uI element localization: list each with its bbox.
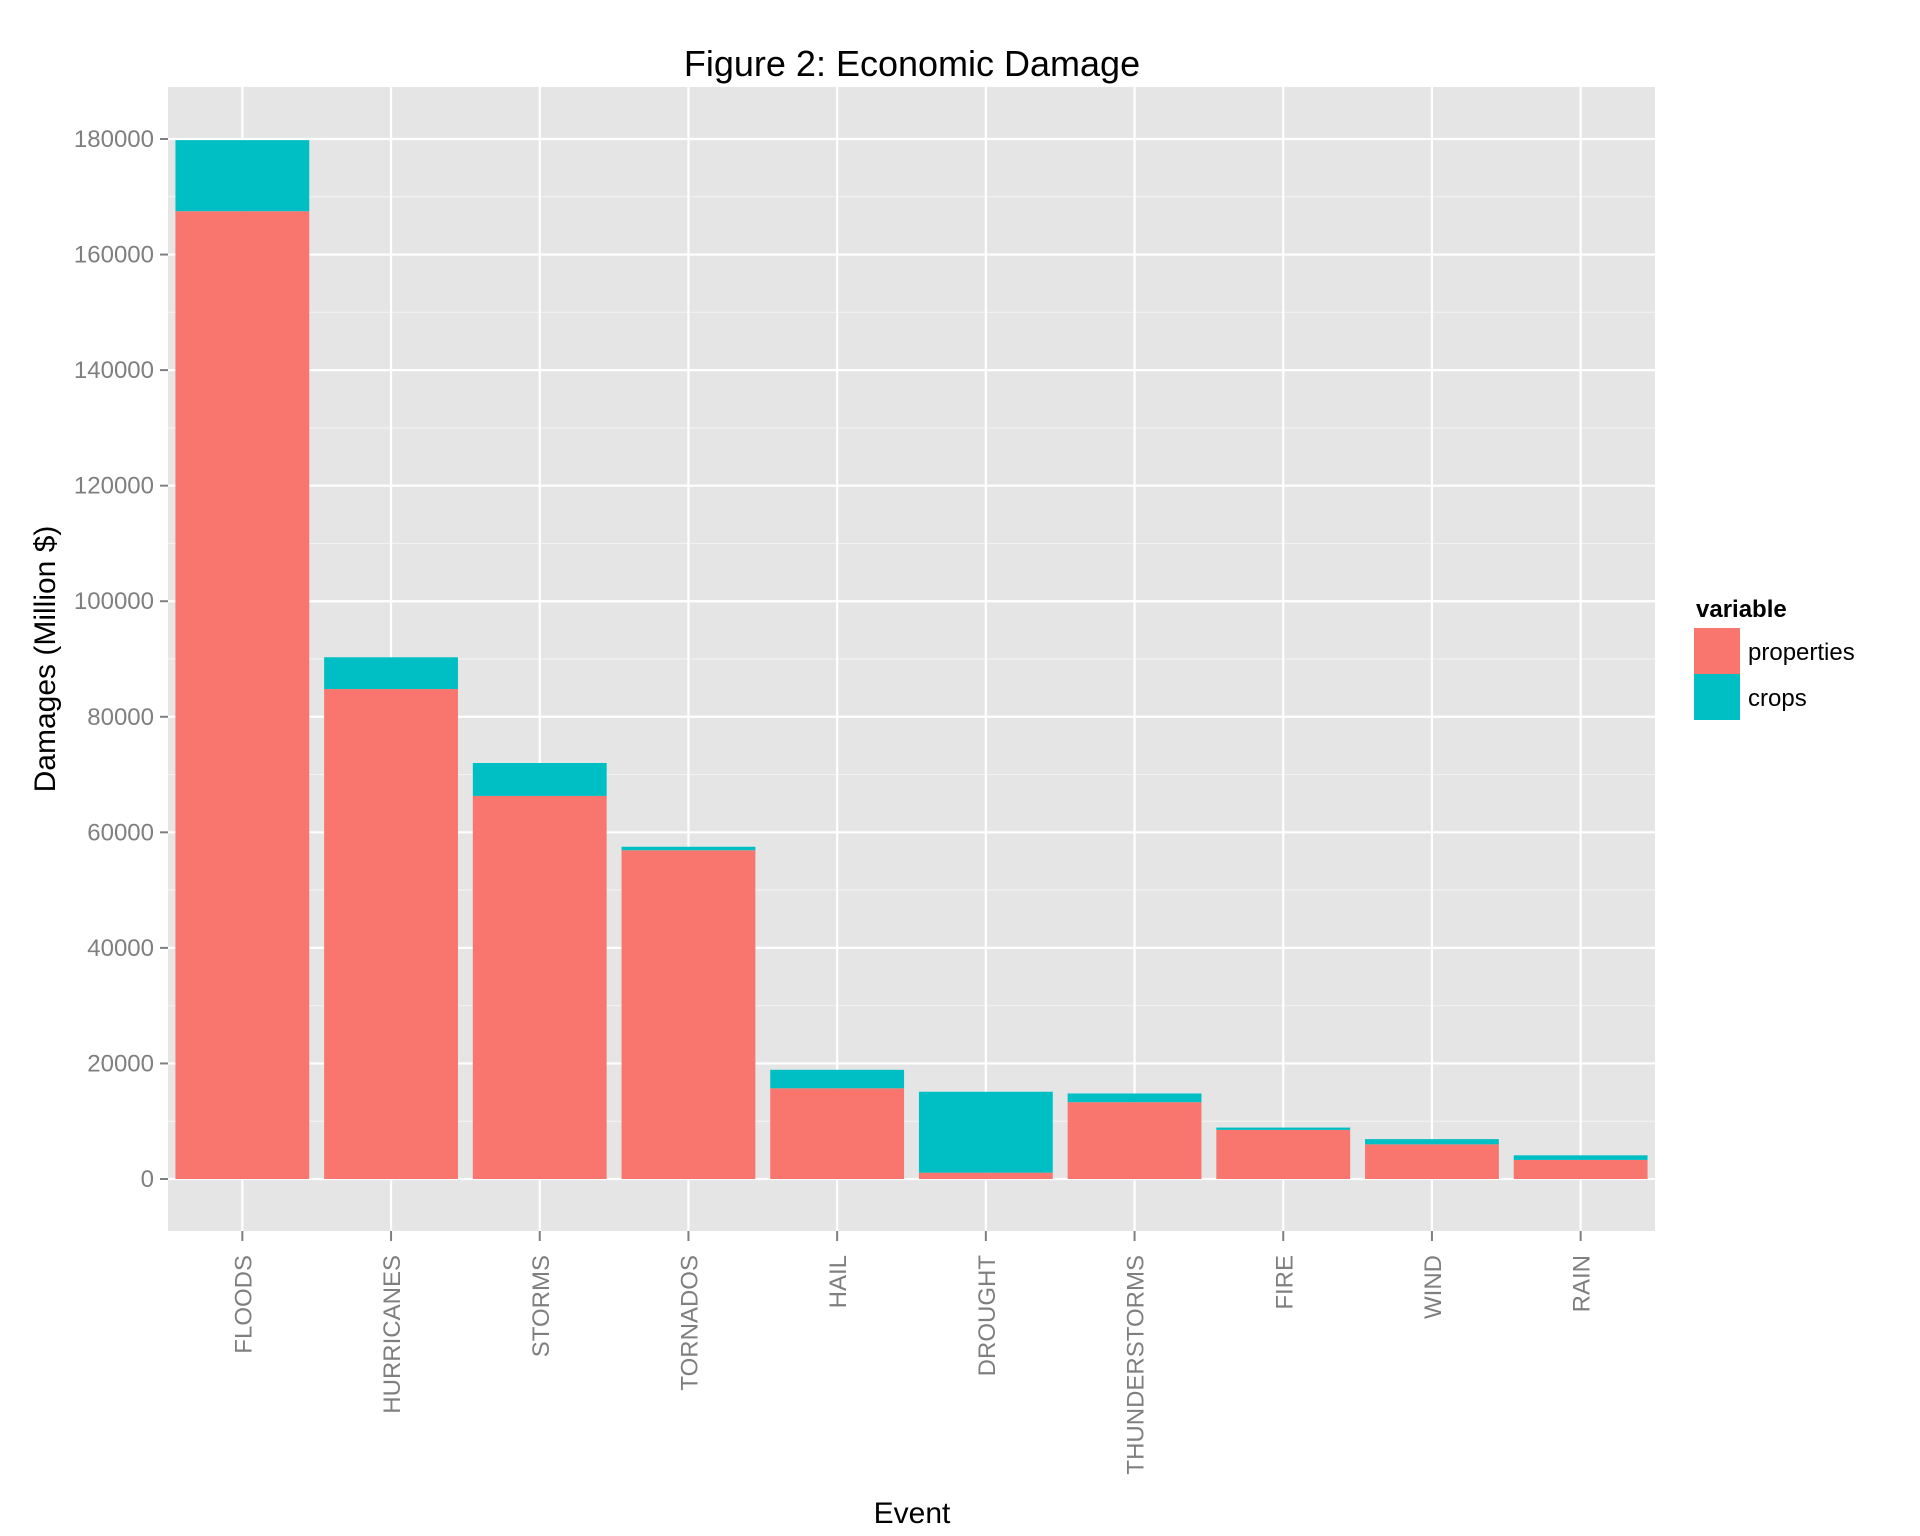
- x-axis-title: Event: [874, 1497, 951, 1530]
- y-tick-label: 80000: [87, 704, 154, 731]
- bar-properties: [1067, 1102, 1202, 1179]
- y-tick-label: 60000: [87, 819, 154, 846]
- x-tick-label: RAIN: [1569, 1255, 1596, 1312]
- legend-key-properties: [1694, 628, 1740, 674]
- x-axis: FLOODS HURRICANES STORMS TORNADOS HAIL DROUGH…: [230, 1231, 1596, 1475]
- y-tick-label: 180000: [74, 126, 154, 153]
- legend: variable properties crops: [1694, 596, 1855, 720]
- x-tick-label: THUNDERSTORMS: [1123, 1255, 1150, 1475]
- x-tick-label: STORMS: [528, 1255, 555, 1357]
- bar-crops: [472, 763, 607, 796]
- y-axis-title: Damages (Million $): [29, 526, 62, 793]
- legend-title: variable: [1696, 596, 1787, 623]
- y-tick-label: 40000: [87, 935, 154, 962]
- y-tick-label: 0: [141, 1166, 154, 1193]
- bars: [175, 140, 1648, 1179]
- y-tick-label: 120000: [74, 473, 154, 500]
- bar-properties: [918, 1172, 1053, 1179]
- y-axis: 0 20000 40000 60000 80000 100000 120000 140000 1…: [74, 126, 168, 1193]
- bar-properties: [1216, 1129, 1351, 1179]
- y-tick-label: 140000: [74, 357, 154, 384]
- x-tick-label: HAIL: [825, 1255, 852, 1308]
- bar-crops: [770, 1069, 905, 1089]
- bar-crops: [918, 1091, 1053, 1173]
- x-tick-label: FIRE: [1271, 1255, 1298, 1310]
- legend-label-crops: crops: [1748, 685, 1807, 712]
- y-tick-label: 20000: [87, 1050, 154, 1077]
- y-tick-label: 100000: [74, 588, 154, 615]
- bar-crops: [1216, 1127, 1351, 1130]
- bar-properties: [770, 1088, 905, 1179]
- x-tick-label: WIND: [1420, 1255, 1447, 1319]
- x-tick-label: TORNADOS: [676, 1255, 703, 1391]
- bar-crops: [1365, 1139, 1499, 1145]
- bar-crops: [324, 657, 458, 690]
- bar-crops: [175, 140, 310, 212]
- legend-key-crops: [1694, 674, 1740, 720]
- bar-properties: [1513, 1159, 1648, 1179]
- x-tick-label: HURRICANES: [379, 1255, 406, 1414]
- bar-crops: [1067, 1093, 1202, 1103]
- bar-properties: [324, 689, 458, 1179]
- bar-properties: [472, 795, 607, 1179]
- legend-label-properties: properties: [1748, 639, 1855, 666]
- y-tick-label: 160000: [74, 242, 154, 269]
- bar-properties: [175, 211, 310, 1179]
- bar-properties: [1365, 1144, 1499, 1179]
- x-tick-label: DROUGHT: [974, 1255, 1001, 1377]
- bar-crops: [1513, 1155, 1648, 1160]
- chart-title: Figure 2: Economic Damage: [684, 43, 1140, 84]
- bar-properties: [621, 850, 756, 1179]
- x-tick-label: FLOODS: [230, 1255, 257, 1354]
- bar-crops: [621, 846, 756, 851]
